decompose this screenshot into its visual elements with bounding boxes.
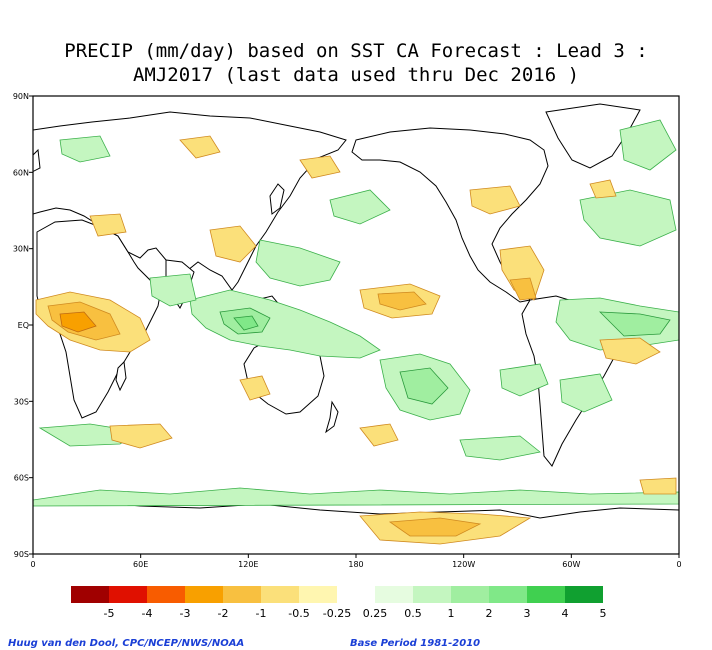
positive-anomaly-3 [233,315,259,331]
longitude-label: 0 [30,560,35,569]
latitude-label: 30S [14,397,29,406]
legend-swatch [109,586,147,603]
latitude-label: 30N [13,245,29,254]
color-legend [71,586,603,603]
latitude-ticks [29,95,33,555]
legend-label: 2 [486,607,493,620]
positive-anomaly-18 [559,373,613,413]
longitude-label: 60E [133,560,148,569]
longitude-ticks [32,554,680,558]
negative-anomaly-20 [639,477,677,495]
negative-anomaly-13 [109,423,173,449]
negative-anomaly-regions [35,135,677,545]
negative-anomaly-14 [359,423,399,447]
legend-swatch [489,586,527,603]
british-isles-outline [33,148,41,173]
positive-anomaly-9 [33,487,679,507]
positive-anomaly-regions [33,119,679,507]
legend-swatch [337,586,375,603]
legend-swatch [375,586,413,603]
legend-label: -5 [104,607,115,620]
negative-anomaly-8 [509,277,537,301]
longitude-label: 60W [562,560,580,569]
positive-anomaly-15 [59,135,111,163]
positive-anomaly-13 [619,119,677,171]
negative-anomaly-7 [499,245,545,301]
negative-anomaly-11 [388,517,482,537]
legend-label: 0.5 [404,607,422,620]
negative-anomaly-19 [89,213,127,237]
positive-anomaly-4 [255,239,341,287]
latitude-label: 60N [13,168,29,177]
latitude-label: 90N [13,92,29,101]
legend-label: -0.25 [323,607,351,620]
legend-swatch [223,586,261,603]
legend-swatch [71,586,109,603]
positive-anomaly-6 [399,367,449,405]
latitude-label: 60S [14,474,29,483]
longitude-label: 120W [452,560,475,569]
legend-label: 4 [562,607,569,620]
longitude-label: 120E [238,560,258,569]
antarctica-outline [33,499,679,554]
negative-anomaly-16 [239,375,271,401]
longitude-label: 180 [348,560,363,569]
precip-field [33,103,679,554]
map-title-line-2: AMJ2017 (last data used thru Dec 2016 ) [132,64,580,86]
legend-label: -0.5 [288,607,309,620]
latitude-label: EQ [18,321,29,330]
negative-anomaly-6 [209,225,257,263]
legend-swatch [527,586,565,603]
latitude-label: 90S [14,550,29,559]
positive-anomaly-8 [598,311,671,337]
positive-anomaly-16 [329,189,391,225]
positive-anomaly-11 [459,435,541,461]
legend-label: 1 [448,607,455,620]
legend-labels: -5 -4 -3 -2 -1 -0.5 -0.25 0.25 0.5 1 2 3 4 5 [104,607,607,620]
latitude-labels: 90N 60N 30N EQ 30S 60S 90S [13,92,29,559]
legend-label: -4 [142,607,153,620]
legend-swatch [565,586,603,603]
legend-label: -3 [180,607,191,620]
map-title-line-1: PRECIP (mm/day) based on SST CA Forecast… [64,40,648,62]
legend-swatch [185,586,223,603]
positive-anomaly-1 [189,289,381,359]
negative-anomaly-5 [377,291,427,311]
longitude-label: 0 [676,560,681,569]
legend-swatch [413,586,451,603]
author-credit: Huug van den Dool, CPC/NCEP/NWS/NOAA [8,638,245,649]
negative-anomaly-9 [599,337,661,365]
positive-anomaly-14 [149,273,197,307]
legend-label: -1 [256,607,267,620]
japan-outline [269,183,285,215]
longitude-labels: 0 60E 120E 180 120W 60W 0 [30,560,681,569]
negative-anomaly-17 [589,179,617,199]
legend-label: 5 [600,607,607,620]
negative-anomaly-3 [59,311,97,333]
negative-anomaly-18 [299,155,341,179]
base-period: Base Period 1981-2010 [350,638,481,649]
positive-anomaly-12 [579,189,677,247]
legend-swatch [261,586,299,603]
legend-label: 3 [524,607,531,620]
positive-anomaly-17 [499,363,549,397]
negative-anomaly-15 [179,135,221,159]
legend-swatch [451,586,489,603]
greenland-outline [545,103,641,169]
madagascar-outline [115,360,127,392]
legend-label: 0.25 [363,607,388,620]
legend-swatch [299,586,337,603]
legend-swatch [147,586,185,603]
new-zealand-outline [325,400,339,434]
negative-anomaly-12 [469,185,521,215]
legend-label: -2 [218,607,229,620]
